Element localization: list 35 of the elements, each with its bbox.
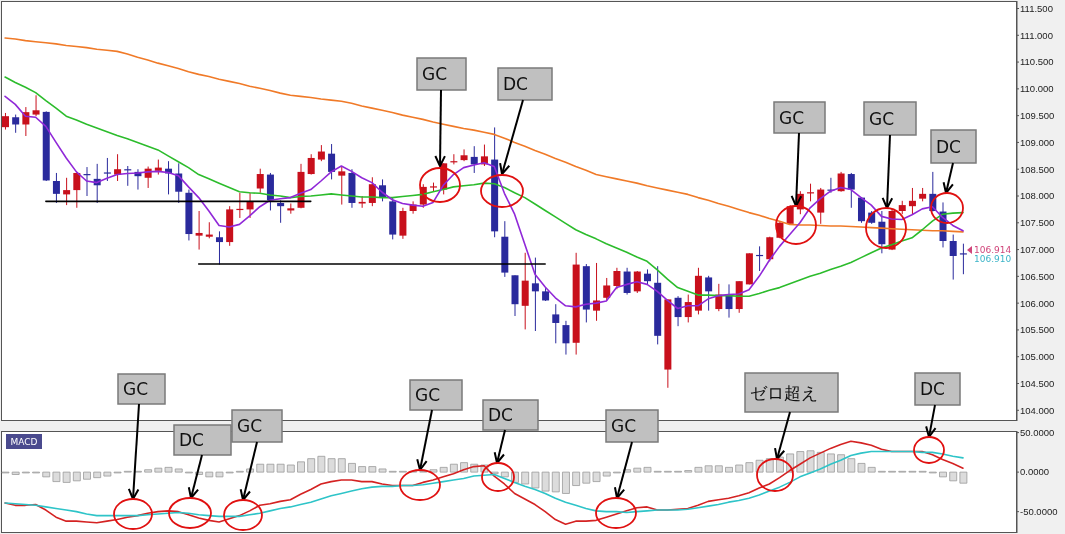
annotation: DC — [503, 74, 528, 94]
y-tick-label: 104.000 — [1020, 404, 1055, 416]
annotation: DC — [936, 136, 961, 157]
y-tick-label: 105.500 — [1020, 324, 1055, 336]
y-tick-label: 106.000 — [1020, 297, 1055, 309]
annotation: GC — [415, 385, 441, 405]
y-tick-label: 110.000 — [1020, 83, 1054, 95]
y-tick-label: 110.500 — [1020, 56, 1054, 68]
y-tick-label: 105.000 — [1020, 351, 1055, 363]
y-tick-label: 104.500 — [1020, 377, 1055, 389]
annotation: DC — [920, 379, 945, 399]
annotation: GC — [869, 108, 895, 129]
annotation: GC — [611, 416, 637, 436]
text: 106.910 — [974, 254, 1012, 264]
annotation: DC — [488, 405, 513, 425]
y-tick-label: 107.500 — [1020, 217, 1055, 229]
annotation: ゼロ超え — [750, 382, 818, 403]
y-tick-label: 50.0000 — [1020, 426, 1055, 438]
annotation: GC — [237, 416, 263, 436]
y-tick-label: 0.0000 — [1020, 466, 1050, 478]
text: 106.914 — [974, 245, 1012, 255]
y-tick-label: 107.000 — [1020, 243, 1055, 255]
annotation: DC — [179, 430, 204, 450]
annotation: GC — [422, 64, 448, 84]
y-tick-label: 111.000 — [1020, 29, 1053, 41]
y-tick-label: 109.500 — [1020, 110, 1055, 122]
y-tick-label: 108.000 — [1020, 190, 1055, 202]
y-tick-label: 106.500 — [1020, 270, 1055, 282]
y-tick-label: 108.500 — [1020, 163, 1055, 175]
y-tick-label: -50.0000 — [1020, 506, 1058, 518]
y-tick-label: 111.500 — [1020, 2, 1053, 14]
y-tick-label: 109.000 — [1020, 136, 1055, 148]
annotation: GC — [123, 379, 149, 399]
annotation: GC — [779, 107, 805, 128]
annotation: MACD — [10, 437, 38, 447]
